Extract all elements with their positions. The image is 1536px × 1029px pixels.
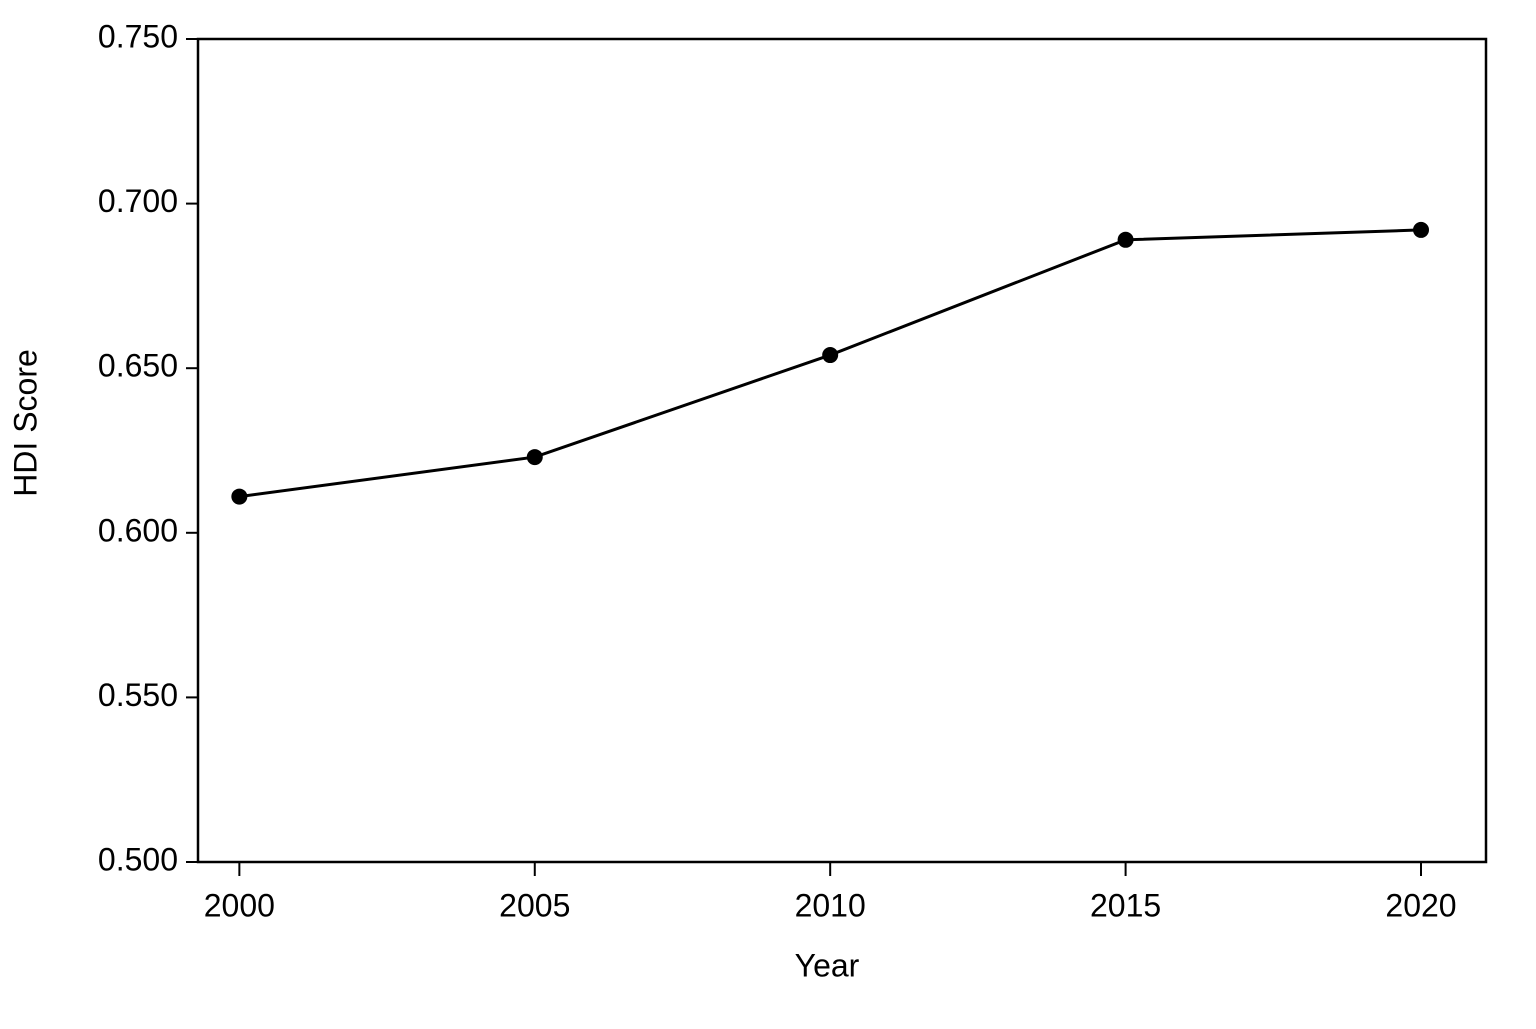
y-axis-label: HDI Score — [7, 349, 43, 497]
y-tick-label: 0.600 — [98, 512, 178, 548]
x-tick-label: 2020 — [1385, 887, 1456, 923]
x-tick-label: 2015 — [1090, 887, 1161, 923]
x-axis-label: Year — [795, 947, 860, 983]
data-point — [231, 488, 248, 505]
data-point — [1413, 221, 1430, 238]
y-tick-label: 0.750 — [98, 18, 178, 54]
data-point — [1117, 231, 1134, 248]
x-tick-label: 2000 — [204, 887, 275, 923]
y-tick-label: 0.650 — [98, 348, 178, 384]
data-point — [526, 449, 543, 466]
y-tick-label: 0.550 — [98, 677, 178, 713]
y-tick-label: 0.500 — [98, 841, 178, 877]
plot-frame — [196, 37, 1488, 864]
y-tick-label: 0.700 — [98, 183, 178, 219]
data-point — [822, 347, 839, 364]
x-tick-label: 2010 — [795, 887, 866, 923]
x-tick-label: 2005 — [499, 887, 570, 923]
data-line — [239, 228, 1422, 499]
